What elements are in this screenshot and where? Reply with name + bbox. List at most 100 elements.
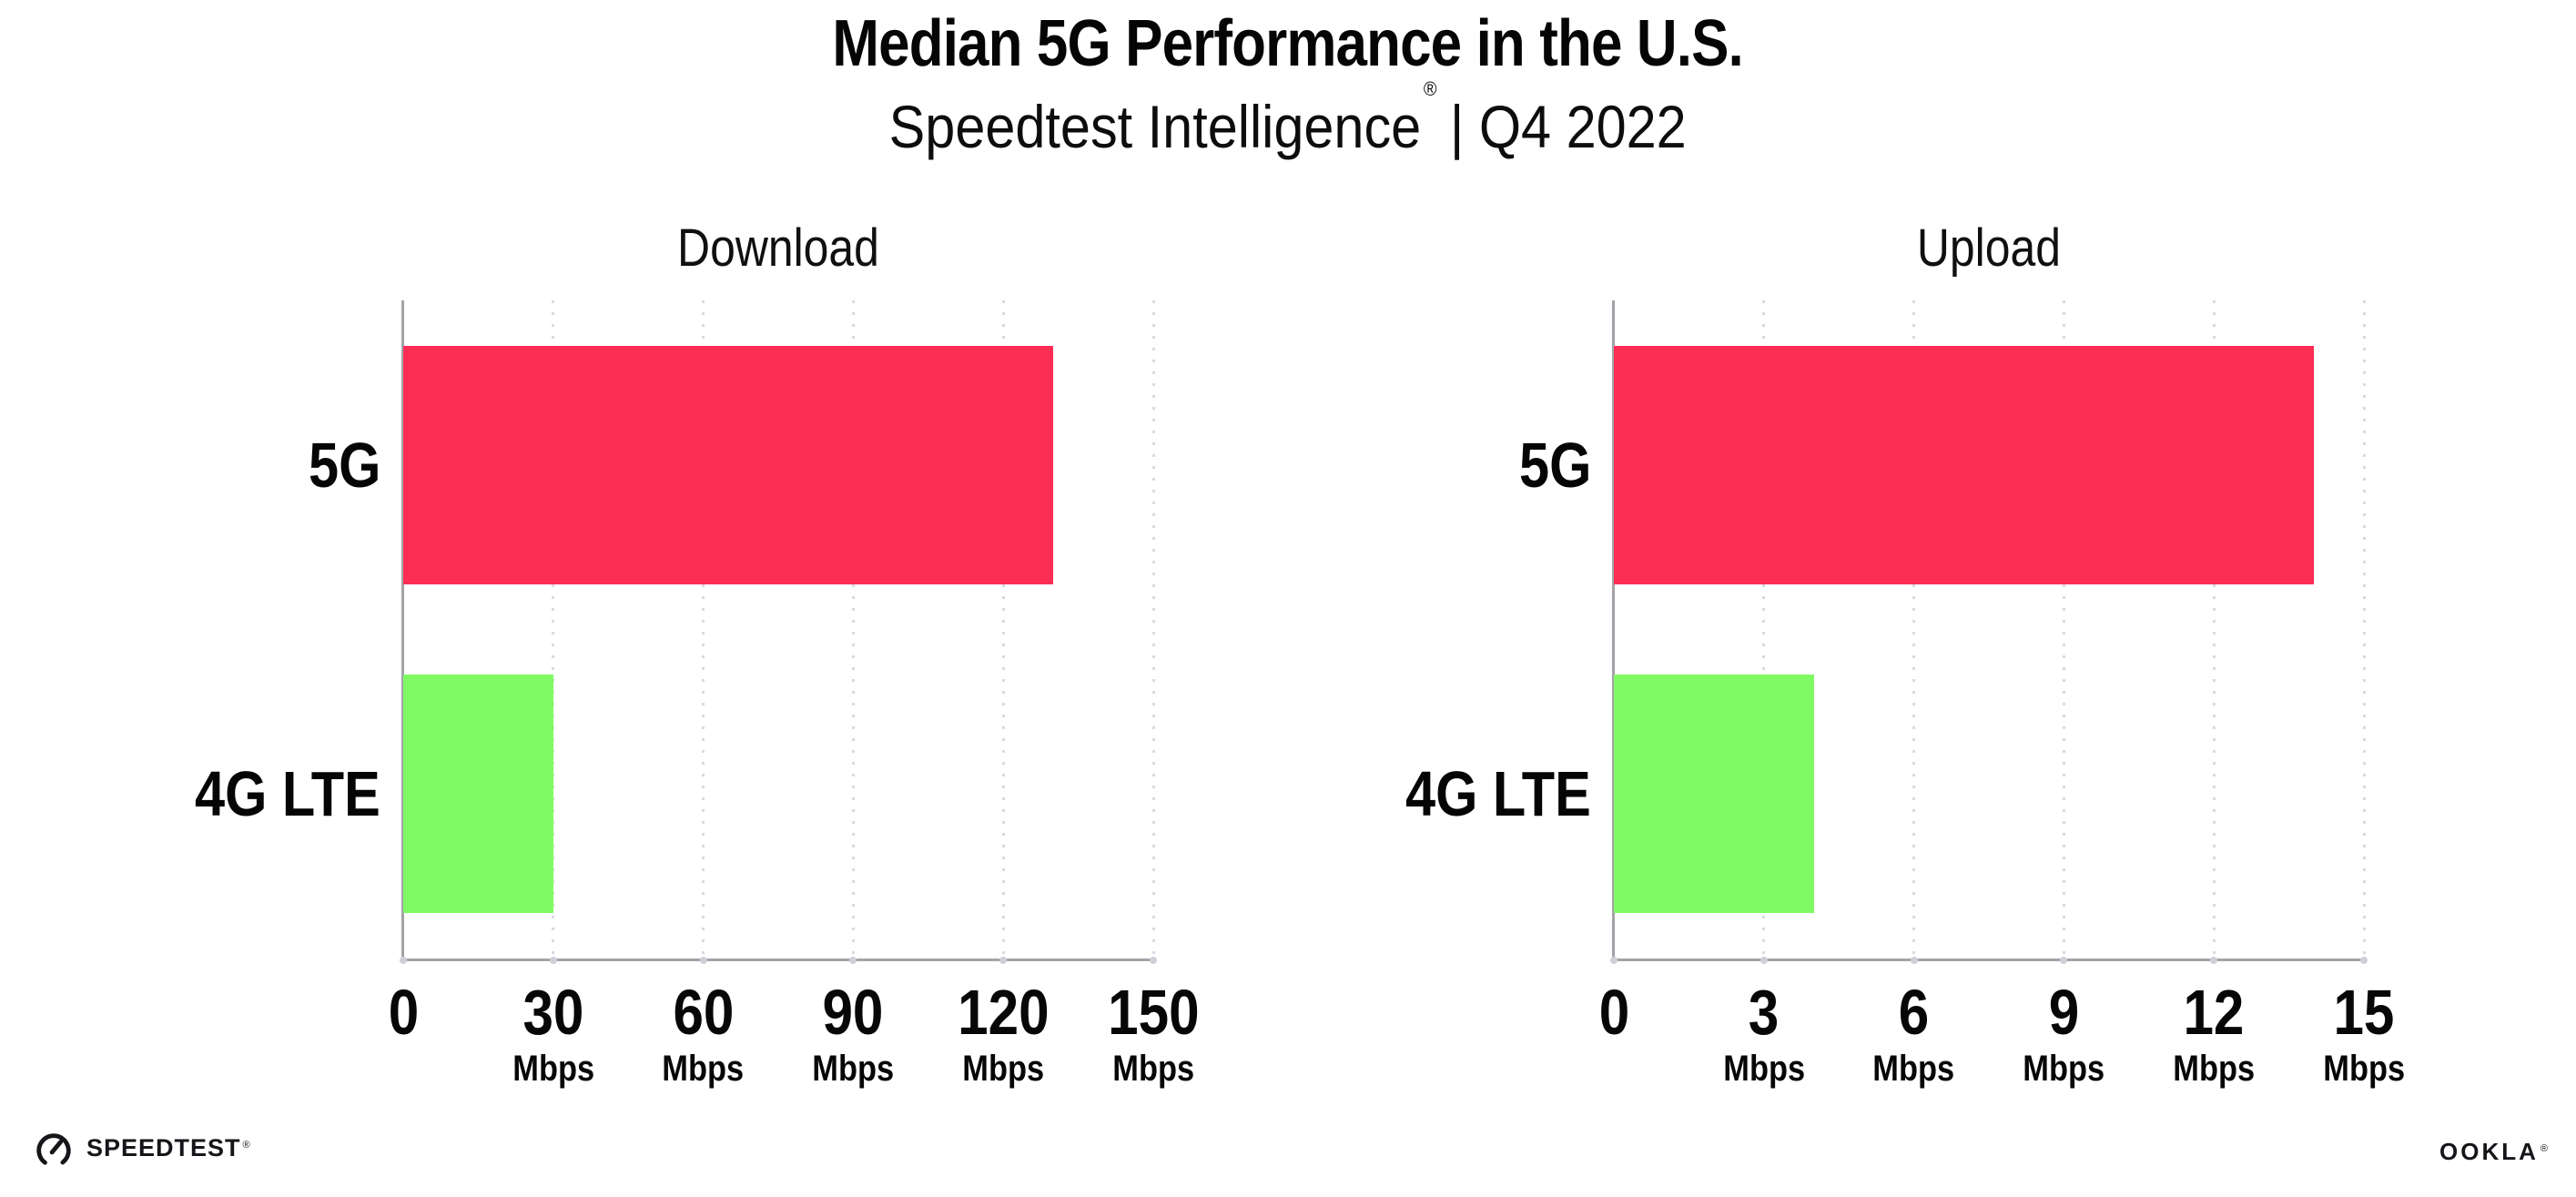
speedtest-logo: SPEEDTEST ®	[33, 1129, 251, 1172]
category-label-text: 5G	[1518, 429, 1591, 501]
tick-label-3: 3 Mbps	[1684, 979, 1844, 1090]
axis-tick-dot-0	[1610, 957, 1618, 964]
speedtest-gauge-icon	[36, 1133, 71, 1168]
tick-value: 150	[1073, 979, 1233, 1046]
chart-download: Download 5G 4G LTE 0 30 Mbps 60 Mbps 90 Mbps 120 M…	[103, 209, 1250, 1120]
page-title: Median 5G Performance in the U.S.	[0, 5, 2576, 82]
chart-title-download-text: Download	[677, 218, 879, 278]
chart-title-upload: Upload	[1614, 218, 2364, 279]
chart-title-download: Download	[403, 218, 1153, 279]
tick-value-text: 30	[522, 977, 584, 1048]
tick-unit-text: Mbps	[812, 1049, 895, 1089]
x-axis	[1612, 959, 2367, 961]
tick-value-text: 15	[2333, 977, 2395, 1048]
subtitle-brand: Speedtest Intelligence	[888, 93, 1422, 160]
ookla-registered-mark: ®	[2540, 1143, 2551, 1154]
category-label-4g-lte: 4G LTE	[103, 675, 403, 913]
tick-label-120: 120 Mbps	[923, 979, 1083, 1090]
bar-4g-lte	[1614, 675, 1814, 914]
tick-unit: Mbps	[2284, 1048, 2444, 1090]
tick-unit-text: Mbps	[2323, 1049, 2405, 1089]
gridline-60	[702, 300, 705, 959]
axis-tick-dot-0	[400, 957, 407, 964]
tick-unit: Mbps	[624, 1048, 784, 1090]
tick-value-text: 0	[388, 977, 419, 1048]
tick-unit: Mbps	[473, 1048, 634, 1090]
tick-value: 120	[923, 979, 1083, 1046]
tick-label-150: 150 Mbps	[1073, 979, 1233, 1090]
tick-label-60: 60 Mbps	[624, 979, 784, 1090]
tick-unit: Mbps	[1834, 1048, 1994, 1090]
tick-label-0: 0	[323, 979, 483, 1046]
tick-unit-text: Mbps	[1722, 1049, 1805, 1089]
tick-value: 3	[1684, 979, 1844, 1046]
tick-unit: Mbps	[1073, 1048, 1233, 1090]
tick-unit: Mbps	[1684, 1048, 1844, 1090]
speedtest-registered-mark: ®	[242, 1140, 251, 1151]
tick-unit: Mbps	[923, 1048, 1083, 1090]
category-label-4g-lte: 4G LTE	[1313, 675, 1614, 913]
tick-label-12: 12 Mbps	[2134, 979, 2294, 1090]
tick-value-text: 90	[822, 977, 884, 1048]
plot-area	[400, 300, 1157, 964]
tick-label-0: 0	[1534, 979, 1694, 1046]
tick-unit-text: Mbps	[1872, 1049, 1955, 1089]
tick-value: 12	[2134, 979, 2294, 1046]
subtitle-period: | Q4 2022	[1450, 93, 1688, 160]
tick-label-15: 15 Mbps	[2284, 979, 2444, 1090]
axis-tick-dot-90	[849, 957, 857, 964]
tick-value: 90	[773, 979, 933, 1046]
tick-unit-text: Mbps	[2023, 1049, 2105, 1089]
tick-value-text: 12	[2183, 977, 2245, 1048]
y-axis	[1612, 300, 1615, 961]
tick-value-text: 120	[957, 977, 1050, 1048]
speedtest-wordmark: SPEEDTEST	[86, 1134, 241, 1161]
tick-value-text: 9	[2048, 977, 2080, 1048]
page-subtitle-text: Speedtest Intelligence® | Q4 2022	[888, 77, 1688, 163]
gridline-15	[2362, 300, 2366, 959]
category-label-text: 5G	[308, 429, 380, 501]
category-label-5g: 5G	[103, 346, 403, 584]
gridline-150	[1151, 300, 1155, 959]
tick-unit-text: Mbps	[512, 1049, 594, 1089]
tick-value: 0	[1534, 979, 1694, 1046]
plot-area	[1610, 300, 2368, 964]
axis-tick-dot-15	[2360, 957, 2368, 964]
tick-unit: Mbps	[773, 1048, 933, 1090]
bar-5g	[1614, 345, 2315, 584]
tick-value-text: 60	[673, 977, 735, 1048]
tick-label-30: 30 Mbps	[473, 979, 634, 1090]
registered-mark: ®	[1424, 77, 1437, 100]
tick-value: 0	[323, 979, 483, 1046]
chart-title-upload-text: Upload	[1916, 218, 2062, 278]
page-title-text: Median 5G Performance in the U.S.	[832, 7, 1744, 80]
tick-value: 6	[1834, 979, 1994, 1046]
tick-value-text: 3	[1749, 977, 1780, 1048]
tick-value-text: 6	[1898, 977, 1930, 1048]
tick-unit-text: Mbps	[662, 1049, 745, 1089]
axis-tick-dot-60	[699, 957, 707, 964]
category-label-5g: 5G	[1313, 346, 1614, 584]
gridline-90	[851, 300, 855, 959]
x-axis	[401, 959, 1156, 961]
gridline-12	[2212, 300, 2216, 959]
axis-tick-dot-3	[1760, 957, 1768, 964]
page-subtitle: Speedtest Intelligence® | Q4 2022	[0, 77, 2576, 163]
tick-value: 60	[624, 979, 784, 1046]
tick-value: 9	[1983, 979, 2144, 1046]
axis-tick-dot-9	[2060, 957, 2068, 964]
tick-unit: Mbps	[2134, 1048, 2294, 1090]
tick-unit-text: Mbps	[2173, 1049, 2256, 1089]
tick-unit-text: Mbps	[962, 1049, 1045, 1089]
axis-tick-dot-30	[549, 957, 557, 964]
tick-label-9: 9 Mbps	[1983, 979, 2144, 1090]
tick-unit-text: Mbps	[1112, 1049, 1194, 1089]
gridline-3	[1762, 300, 1766, 959]
ookla-logo: OOKLA ®	[2439, 1136, 2551, 1172]
tick-value: 30	[473, 979, 634, 1046]
axis-tick-dot-12	[2210, 957, 2218, 964]
gridline-9	[2062, 300, 2065, 959]
tick-value-text: 0	[1598, 977, 1629, 1048]
category-label-text: 4G LTE	[195, 758, 380, 830]
